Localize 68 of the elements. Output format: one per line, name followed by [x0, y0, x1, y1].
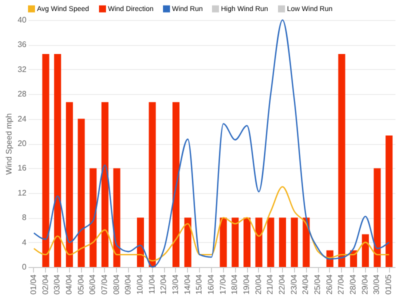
x-tick-label: 02/04 — [40, 274, 50, 295]
x-tick-label: 25/04 — [313, 274, 322, 295]
x-tick-label: 07/04 — [100, 274, 109, 295]
y-tick-label: 20 — [18, 139, 28, 148]
x-tick-label: 20/04 — [254, 274, 263, 295]
x-tick-label: 22/04 — [278, 274, 287, 295]
x-tick-label: 08/04 — [112, 274, 121, 295]
x-tick-label: 01/04 — [28, 274, 38, 295]
x-tick-label: 30/04 — [372, 274, 382, 295]
bar — [290, 218, 298, 267]
bar — [279, 218, 286, 267]
x-tick-label: 05/04 — [76, 274, 86, 295]
y-tick-label: 24 — [18, 114, 28, 124]
x-tick-label: 21/04 — [266, 274, 275, 295]
x-tick-label: 18/04 — [230, 274, 240, 295]
bar — [42, 54, 50, 267]
bar — [136, 218, 144, 267]
x-tick-label: 23/04 — [289, 274, 298, 295]
y-tick-label: 32 — [18, 64, 28, 74]
y-axis-title: Wind Speed mph — [4, 113, 14, 175]
bar — [244, 218, 251, 267]
x-tick-label: 29/04 — [360, 274, 370, 295]
bar — [101, 102, 108, 267]
bar — [374, 168, 381, 267]
y-tick-label: 4 — [22, 238, 28, 247]
y-tick-label: 12 — [18, 188, 28, 198]
x-tick-label: 19/04 — [242, 274, 252, 295]
bar — [386, 135, 393, 267]
bar — [113, 168, 120, 267]
bar — [302, 218, 310, 267]
bar — [232, 218, 239, 267]
bar — [148, 102, 156, 267]
bar — [78, 118, 85, 267]
bar — [90, 168, 97, 267]
x-tick-label: 01/05 — [384, 274, 394, 295]
x-tick-label: 06/04 — [88, 274, 98, 295]
bar — [338, 54, 346, 267]
x-tick-label: 09/04 — [124, 274, 133, 295]
line-series — [33, 19, 390, 268]
line-series — [33, 186, 390, 262]
x-tick-label: 17/04 — [218, 274, 228, 295]
x-tick-label: 03/04 — [52, 274, 62, 295]
x-tick-label: 24/04 — [301, 274, 310, 295]
x-tick-label: 27/04 — [336, 274, 346, 295]
x-tick-label: 14/04 — [182, 274, 192, 295]
x-tick-label: 26/04 — [324, 274, 334, 295]
bar — [172, 102, 180, 267]
y-tick-label: 8 — [22, 213, 28, 222]
x-tick-label: 28/04 — [348, 274, 358, 295]
bar — [66, 102, 73, 267]
x-tick-label: 15/04 — [194, 274, 204, 295]
bar — [54, 54, 62, 267]
bar — [267, 218, 274, 267]
bar — [362, 234, 369, 267]
x-tick-label: 16/04 — [206, 274, 216, 295]
y-tick-label: 40 — [18, 16, 28, 24]
x-tick-label: 10/04 — [135, 274, 144, 295]
y-tick-label: 0 — [22, 262, 28, 272]
y-tick-label: 16 — [18, 164, 28, 173]
bar — [220, 218, 227, 267]
x-tick-label: 13/04 — [170, 274, 180, 295]
y-tick-label: 28 — [18, 90, 28, 99]
bar — [255, 218, 262, 267]
bar — [184, 218, 192, 267]
y-tick-label: 36 — [18, 40, 28, 50]
x-tick-label: 04/04 — [64, 274, 74, 295]
x-tick-label: 12/04 — [159, 274, 168, 295]
x-tick-label: 11/04 — [147, 274, 156, 294]
